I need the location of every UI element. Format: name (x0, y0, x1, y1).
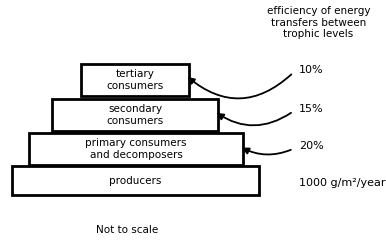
Text: tertiary
consumers: tertiary consumers (107, 69, 164, 91)
Bar (52, 99, 218, 131)
Text: primary consumers
and decomposers: primary consumers and decomposers (85, 138, 187, 160)
Text: producers: producers (109, 176, 161, 186)
Text: 20%: 20% (299, 141, 324, 151)
Text: Not to scale: Not to scale (96, 225, 159, 235)
Bar (81, 64, 189, 96)
Text: 15%: 15% (299, 104, 324, 114)
Text: 10%: 10% (299, 65, 324, 75)
Bar (12, 166, 259, 195)
Bar (29, 132, 243, 165)
Text: efficiency of energy
transfers between
trophic levels: efficiency of energy transfers between t… (267, 6, 370, 40)
Text: secondary
consumers: secondary consumers (107, 104, 164, 126)
Text: 1000 g/m²/year: 1000 g/m²/year (299, 178, 386, 188)
